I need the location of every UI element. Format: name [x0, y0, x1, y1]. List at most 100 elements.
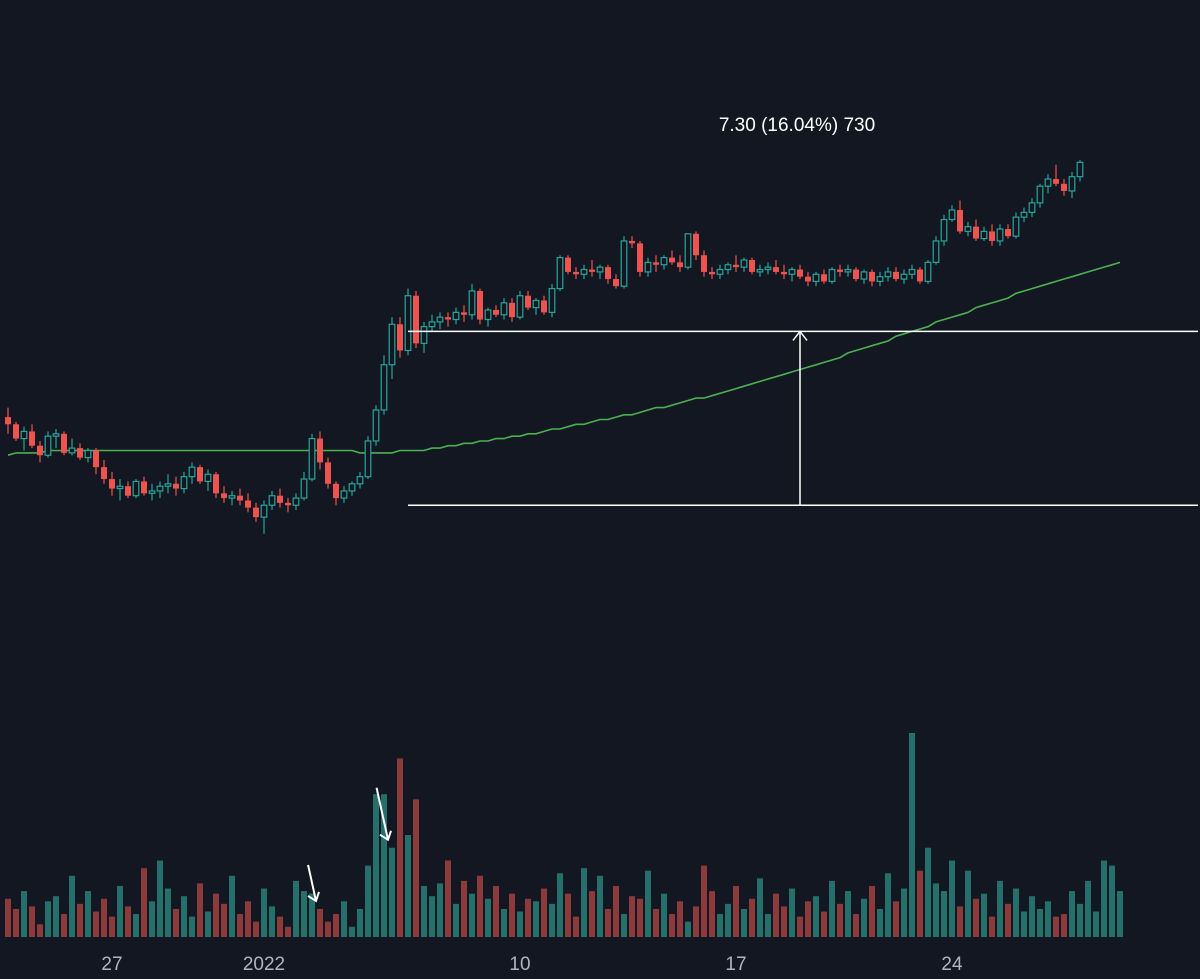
- candle-body: [84, 449, 92, 459]
- candle: [413, 290, 419, 349]
- candle-body: [589, 269, 595, 272]
- candle-body: [1005, 229, 1011, 237]
- candle: [917, 267, 923, 284]
- candle: [908, 264, 916, 280]
- candle: [500, 298, 508, 320]
- candle-body: [749, 260, 755, 272]
- candle: [812, 271, 820, 287]
- volume-bar: [37, 924, 43, 937]
- candle: [860, 269, 868, 284]
- volume-bar: [157, 860, 163, 937]
- candle: [653, 255, 659, 272]
- candle-body: [701, 255, 707, 272]
- candle: [44, 431, 52, 458]
- candle: [164, 474, 172, 494]
- candle-body: [788, 268, 796, 275]
- candle: [292, 493, 300, 510]
- candle: [693, 231, 699, 260]
- volume-bar: [941, 891, 947, 937]
- volume-bar: [213, 893, 219, 937]
- candle: [556, 255, 564, 291]
- volume-bar: [725, 903, 731, 937]
- volume-bar: [317, 908, 323, 937]
- candle: [388, 317, 396, 380]
- candle: [84, 448, 92, 463]
- candle-body: [532, 299, 540, 309]
- volume-bar: [541, 888, 547, 937]
- candle-body: [292, 497, 300, 506]
- candle: [684, 233, 692, 270]
- candle-body: [420, 326, 428, 344]
- volume-bar: [837, 903, 843, 937]
- volume-bar: [469, 893, 475, 937]
- candle-body: [940, 218, 948, 242]
- candle: [509, 298, 515, 322]
- candle-body: [428, 321, 436, 328]
- arrow-shaft: [375, 787, 389, 840]
- candle-body: [500, 302, 508, 316]
- candle-body: [525, 295, 531, 308]
- candle-body: [876, 276, 884, 283]
- candle: [260, 500, 268, 534]
- candle: [452, 307, 460, 325]
- volume-bar: [661, 893, 667, 937]
- candle-body: [493, 310, 499, 315]
- candle: [364, 436, 372, 480]
- volume-bar: [629, 896, 635, 937]
- candle-body: [637, 243, 643, 272]
- volume-bar: [853, 914, 859, 937]
- volume-bar: [589, 891, 595, 937]
- volume-bar: [141, 868, 147, 937]
- volume-bar: [85, 891, 91, 937]
- candle: [709, 267, 715, 280]
- candle-body: [404, 295, 412, 352]
- volume-bar: [501, 908, 507, 937]
- volume-bar: [101, 898, 107, 937]
- volume-bar: [357, 908, 363, 937]
- volume-bar: [933, 883, 939, 937]
- candle: [277, 488, 283, 508]
- volume-bar: [869, 886, 875, 937]
- volume-bar: [109, 916, 115, 937]
- candle-body: [356, 476, 364, 485]
- candle-body: [900, 273, 908, 280]
- candle: [5, 407, 11, 434]
- volume-bar: [645, 870, 651, 937]
- candle-body: [653, 262, 659, 265]
- candle-body: [957, 210, 963, 232]
- candle-body: [101, 467, 107, 480]
- candle: [141, 476, 147, 496]
- volume-bar: [477, 875, 483, 937]
- candle: [1076, 160, 1084, 182]
- candle-body: [348, 483, 356, 492]
- candle-body: [413, 295, 419, 344]
- candle: [573, 267, 579, 280]
- candle: [853, 267, 859, 282]
- volume-annotation-arrows: [307, 787, 392, 903]
- volume-bar: [1077, 903, 1083, 937]
- volume-bar: [1013, 888, 1019, 937]
- candle: [989, 224, 995, 246]
- candle-body: [20, 430, 28, 440]
- measure-arrowhead: [792, 330, 808, 341]
- candle: [716, 264, 724, 280]
- candle: [1061, 179, 1067, 196]
- price-range-measure[interactable]: 7.30 (16.04%) 730: [408, 115, 1198, 506]
- candle: [188, 462, 196, 484]
- candle: [948, 205, 956, 222]
- candle: [37, 440, 43, 463]
- volume-bar: [453, 903, 459, 937]
- candles: [5, 160, 1084, 534]
- volume-bar: [765, 914, 771, 937]
- volume-bar: [333, 914, 339, 937]
- volume-bar: [1053, 916, 1059, 937]
- candle-body: [509, 302, 515, 318]
- candle: [773, 260, 779, 275]
- candle-body: [300, 478, 308, 499]
- volume-bar: [989, 916, 995, 937]
- candle-body: [204, 473, 212, 483]
- candle-body: [917, 269, 923, 282]
- volume-bar: [749, 898, 755, 937]
